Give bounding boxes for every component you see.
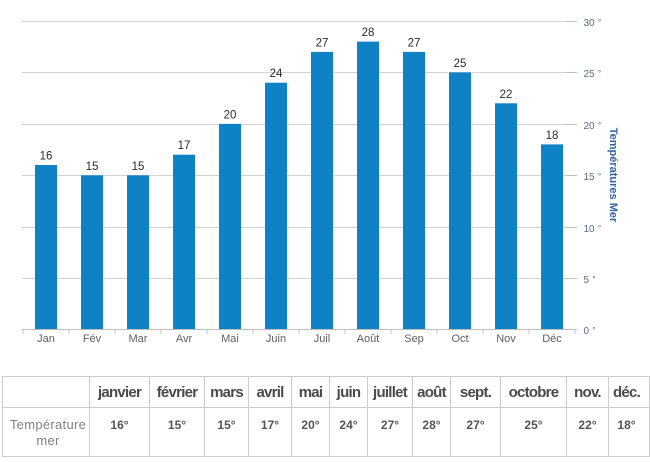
svg-text:Oct: Oct <box>451 333 468 345</box>
svg-text:Nov: Nov <box>496 333 516 345</box>
svg-text:0°: 0 ° <box>584 325 596 337</box>
svg-text:Déc: Déc <box>542 333 562 345</box>
svg-text:15: 15 <box>86 161 99 173</box>
svg-text:16: 16 <box>40 151 53 163</box>
svg-text:27: 27 <box>316 37 329 49</box>
svg-text:25: 25 <box>454 58 467 70</box>
svg-text:25°: 25 ° <box>584 68 602 80</box>
svg-text:17: 17 <box>178 140 191 152</box>
svg-text:Mar: Mar <box>129 333 148 345</box>
svg-text:5°: 5 ° <box>584 274 596 286</box>
svg-text:15: 15 <box>132 161 145 173</box>
svg-text:24: 24 <box>270 68 283 80</box>
svg-text:Juil: Juil <box>314 333 331 345</box>
svg-text:Avr: Avr <box>176 333 193 345</box>
svg-text:20: 20 <box>224 109 237 121</box>
svg-text:Températures Mer: Températures Mer <box>607 128 619 223</box>
svg-text:Mai: Mai <box>221 333 239 345</box>
svg-text:10°: 10 ° <box>584 223 602 235</box>
svg-text:28: 28 <box>362 27 375 39</box>
svg-text:18: 18 <box>546 130 559 142</box>
svg-text:15°: 15 ° <box>584 171 602 183</box>
svg-text:Sep: Sep <box>404 333 424 345</box>
svg-text:Juin: Juin <box>266 333 286 345</box>
svg-text:27: 27 <box>408 37 421 49</box>
svg-text:Jan: Jan <box>37 333 55 345</box>
svg-text:Août: Août <box>357 333 380 345</box>
svg-text:Fév: Fév <box>83 333 102 345</box>
svg-text:20°: 20 ° <box>584 120 602 132</box>
svg-text:22: 22 <box>500 89 513 101</box>
svg-text:30°: 30 ° <box>584 17 602 29</box>
